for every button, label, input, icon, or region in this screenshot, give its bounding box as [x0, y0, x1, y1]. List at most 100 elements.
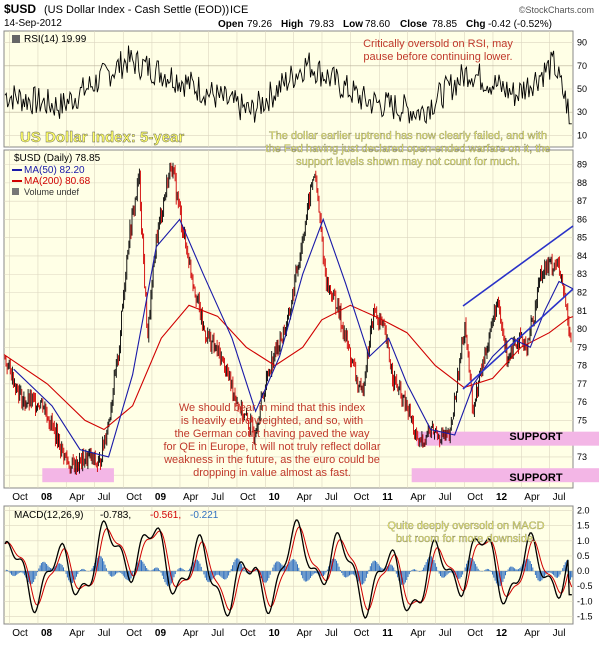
note-line-3: the German court having paved the way [174, 428, 370, 440]
y-tick-label: 73 [577, 452, 587, 462]
x-tick-label: 09 [155, 628, 167, 639]
macd-legend-signal: -0.561, [150, 510, 181, 521]
x-tick-label: Jul [439, 628, 452, 639]
support-label-upper: SUPPORT [509, 431, 562, 443]
note-line-4: for QE in Europe, it will not truly refl… [163, 441, 380, 453]
channel-upper-line [462, 225, 574, 307]
rsi-legend-swatch [12, 35, 20, 43]
header-watermark: ©StockCharts.com [519, 5, 594, 15]
x-tick-label: Jul [211, 492, 224, 503]
comment-line-3: support levels shown may not count for m… [296, 156, 520, 168]
x-tick-label: 08 [41, 628, 53, 639]
y-tick-label: 10 [577, 130, 587, 140]
x-tick-label: 10 [269, 628, 281, 639]
y-tick-label: 89 [577, 160, 587, 170]
x-tick-label: Jul [98, 492, 111, 503]
macd-panel: 2.0 1.5 1.0 0.5 0.0 -0.5 -1.0 -1.5 MACD(12,26,9… [3, 505, 593, 625]
macd-legend-macd: -0.783, [100, 510, 131, 521]
y-tick-label: 70 [577, 61, 587, 71]
header-high: 79.83 [309, 19, 334, 30]
y-tick-label: 76 [577, 397, 587, 407]
y-tick-label: 0.5 [577, 551, 590, 561]
x-tick-label: Oct [240, 628, 256, 639]
y-tick-label: 83 [577, 269, 587, 279]
y-tick-label: 79 [577, 342, 587, 352]
y-tick-label: 2.0 [577, 506, 590, 516]
note-line-5: weakness in the future, as the euro coul… [163, 454, 380, 466]
volume-legend-swatch [12, 188, 19, 195]
ma200-line [3, 304, 574, 431]
x-tick-label: 08 [41, 492, 53, 503]
x-tick-label: 10 [269, 492, 281, 503]
macd-line [4, 519, 572, 619]
x-tick-label: 12 [496, 628, 508, 639]
x-tick-label: Apr [69, 492, 85, 503]
note-line-6: dropping in value almost as fast. [193, 467, 351, 479]
x-tick-label: Oct [12, 628, 28, 639]
rsi-legend: RSI(14) 19.99 [24, 34, 87, 45]
rsi-note-line-1: Critically oversold on RSI, may [363, 38, 513, 50]
y-tick-label: 82 [577, 288, 587, 298]
header-open: 79.26 [247, 19, 272, 30]
comment-line-1: The dollar earlier uptrend has now clear… [269, 130, 547, 142]
y-tick-label: 78 [577, 361, 587, 371]
y-tick-label: 90 [577, 38, 587, 48]
header-low: 78.60 [365, 19, 390, 30]
x-tick-label: Apr [524, 492, 540, 503]
x-tick-label: 12 [496, 492, 508, 503]
x-tick-label: 11 [382, 492, 393, 503]
header-chg: -0.42 (-0.52%) [488, 19, 552, 30]
header-name: (US Dollar Index - Cash Settle (EOD)) [44, 4, 229, 16]
support-zone-lower-right [411, 468, 599, 483]
x-tick-label: Oct [126, 628, 142, 639]
y-tick-label: 87 [577, 196, 587, 206]
note-line-1: We should bear in mind that this index [179, 402, 366, 414]
y-tick-label: 50 [577, 84, 587, 94]
x-axis-bottom: Oct 08 Apr Jul Oct 09 Apr Jul Oct 10 Apr Jul Oct 11 Ap… [12, 628, 565, 639]
header-low-label: Low [343, 19, 363, 30]
rsi-panel: 10 30 50 70 90 RSI(14) 19.99 Critically over… [3, 30, 587, 148]
header-date: 14-Sep-2012 [4, 18, 62, 29]
x-tick-label: 09 [155, 492, 167, 503]
price-legend-ma50: MA(50) 82.20 [24, 165, 85, 176]
y-tick-label: 0.0 [577, 566, 590, 576]
ma50-line [13, 217, 574, 458]
rsi-line [4, 45, 572, 125]
chart-header: $USD (US Dollar Index - Cash Settle (EOD… [4, 2, 594, 30]
x-tick-label: Apr [410, 492, 426, 503]
x-tick-label: Jul [439, 492, 452, 503]
price-bars [4, 162, 572, 475]
y-tick-label: 84 [577, 251, 587, 261]
x-tick-label: Apr [183, 628, 199, 639]
x-tick-label: Apr [69, 628, 85, 639]
y-tick-label: 85 [577, 233, 587, 243]
support-label-lower: SUPPORT [509, 472, 562, 484]
macd-note-line-2: but room for more downside. [396, 533, 536, 545]
x-axis-top: Oct 08 Apr Jul Oct 09 Apr Jul Oct 10 Apr Jul Oct 11 Ap… [12, 492, 565, 503]
x-tick-label: Oct [467, 628, 483, 639]
support-zone-upper [416, 431, 599, 446]
header-open-label: Open [218, 19, 244, 30]
x-tick-label: Oct [12, 492, 28, 503]
header-exchange: ICE [230, 4, 248, 16]
x-tick-label: Jul [98, 628, 111, 639]
x-tick-label: Jul [553, 628, 566, 639]
y-tick-label: 1.0 [577, 536, 590, 546]
x-tick-label: Apr [297, 492, 313, 503]
note-line-2: is heavily euro weighted, and so, with [181, 415, 363, 427]
header-high-label: High [281, 19, 303, 30]
support-zone-lower-left [42, 468, 114, 483]
x-tick-label: 11 [382, 628, 393, 639]
rsi-note-line-2: pause before continuing lower. [363, 51, 512, 63]
y-tick-label: -0.5 [577, 581, 593, 591]
header-close: 78.85 [432, 19, 457, 30]
y-tick-label: 77 [577, 379, 587, 389]
header-chg-label: Chg [466, 19, 485, 30]
price-legend-ma200: MA(200) 80.68 [24, 176, 91, 187]
macd-legend-name: MACD(12,26,9) [14, 510, 83, 521]
y-tick-label: 86 [577, 214, 587, 224]
y-tick-label: 1.5 [577, 521, 590, 531]
x-tick-label: Oct [467, 492, 483, 503]
x-tick-label: Oct [126, 492, 142, 503]
